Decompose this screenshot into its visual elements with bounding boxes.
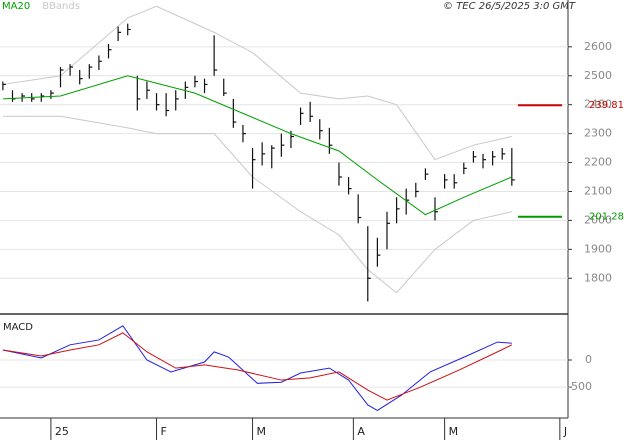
y-tick-label: 0 bbox=[585, 353, 592, 366]
y-tick-label: 1800 bbox=[584, 271, 612, 284]
y-tick-label: 1900 bbox=[584, 242, 612, 255]
level-label: 201.28 bbox=[589, 212, 624, 223]
x-tick-label: J bbox=[563, 425, 567, 438]
macd-line bbox=[2, 332, 513, 401]
x-tick-label: M bbox=[257, 425, 267, 438]
level-label: 239.81 bbox=[589, 100, 624, 111]
y-tick-label: 2400 bbox=[584, 98, 612, 111]
legend-entry: MA20 bbox=[2, 1, 30, 12]
y-tick-label: -500 bbox=[567, 380, 592, 393]
ma-line bbox=[2, 75, 513, 216]
legend-entry: BBands bbox=[42, 1, 80, 12]
y-tick-label: 2300 bbox=[584, 127, 612, 140]
x-tick-label: A bbox=[357, 425, 365, 438]
bband-upper bbox=[2, 5, 512, 161]
macd-line bbox=[2, 325, 512, 411]
x-tick-label: 25 bbox=[55, 425, 69, 438]
y-tick-label: 2500 bbox=[584, 69, 612, 82]
y-tick-label: 2000 bbox=[584, 213, 612, 226]
panel-title: MACD bbox=[3, 322, 33, 333]
x-tick-label: F bbox=[161, 425, 167, 438]
y-tick-label: 2200 bbox=[584, 156, 612, 169]
y-tick-label: 2100 bbox=[584, 184, 612, 197]
timestamp: © TEC 26/5/2025 3:0 GMT bbox=[443, 1, 576, 12]
y-tick-label: 2600 bbox=[584, 40, 612, 53]
x-tick-label: M bbox=[449, 425, 459, 438]
bband-lower bbox=[2, 115, 512, 294]
